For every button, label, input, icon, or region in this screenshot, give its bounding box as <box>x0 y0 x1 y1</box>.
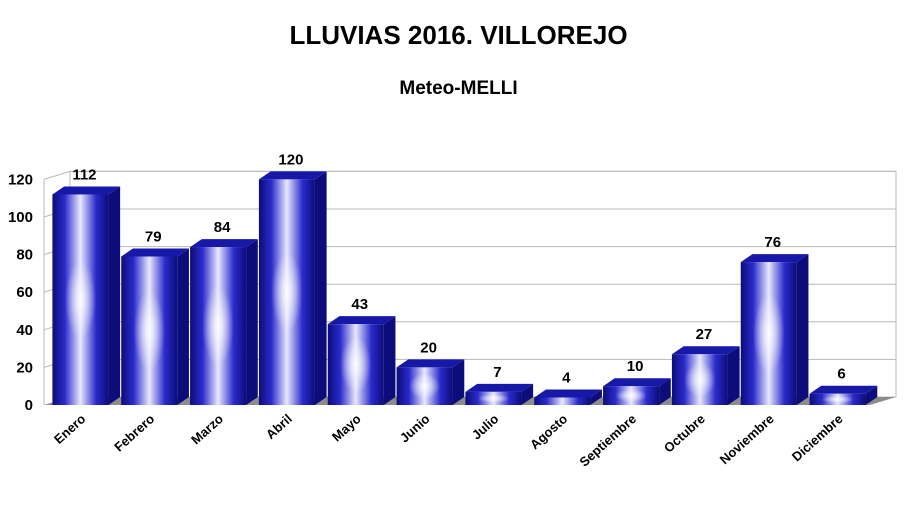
bar-side <box>452 359 465 405</box>
bar-side <box>521 383 534 405</box>
bar-highlight <box>684 361 716 398</box>
bar <box>52 186 121 405</box>
bar-side <box>727 346 740 405</box>
bar <box>465 383 534 405</box>
x-tick-label: Mayo <box>329 411 364 444</box>
y-tick-label: 100 <box>8 209 33 226</box>
bar <box>327 316 396 405</box>
bar-highlight <box>202 286 234 367</box>
bar-side <box>383 316 396 405</box>
x-tick-label: Diciembre <box>789 411 846 464</box>
bar-side <box>108 186 121 405</box>
bar-side <box>177 248 189 405</box>
x-tick-label: Enero <box>51 411 88 447</box>
y-tick-label: 40 <box>16 322 33 339</box>
bar-top <box>671 346 740 355</box>
data-label: 112 <box>72 166 96 183</box>
bar-top <box>465 383 534 392</box>
data-label: 76 <box>764 234 781 251</box>
bar-highlight <box>64 259 97 340</box>
x-tick-label: Marzo <box>188 411 226 447</box>
bar-highlight <box>340 336 372 393</box>
bar-highlight <box>753 293 785 374</box>
bar-top <box>190 239 258 248</box>
bar <box>258 171 327 405</box>
data-label: 27 <box>696 326 713 343</box>
x-tick-label: Noviembre <box>717 411 777 467</box>
data-label: 10 <box>627 358 644 375</box>
bar <box>603 378 671 405</box>
bar-highlight <box>615 389 647 403</box>
chart-title: LLUVIAS 2016. VILLOREJO <box>289 20 628 50</box>
bar <box>121 248 189 405</box>
bar <box>809 385 878 405</box>
data-label: 7 <box>493 364 501 381</box>
bar-side <box>659 378 671 405</box>
bar-highlight <box>271 252 303 333</box>
bar-top <box>258 171 327 180</box>
bar <box>534 389 602 405</box>
x-tick-label: Abril <box>263 411 295 442</box>
bar-side <box>590 389 602 405</box>
bar <box>671 346 740 405</box>
bar-top <box>603 378 671 387</box>
bar-side <box>865 385 878 405</box>
bar <box>396 359 465 405</box>
x-tick-label: Julio <box>469 411 502 442</box>
chart-subtitle: Meteo-MELLI <box>399 78 518 99</box>
bar-top <box>396 359 465 368</box>
data-label: 120 <box>278 151 303 168</box>
bar <box>190 239 258 405</box>
bar-highlight <box>821 395 854 404</box>
gridline-diag <box>43 170 71 180</box>
bar-top <box>121 248 189 257</box>
bar-top <box>534 389 602 398</box>
bar-side <box>796 254 809 405</box>
bar-highlight <box>133 290 165 371</box>
y-tick-label: 0 <box>25 397 33 414</box>
y-tick-label: 80 <box>16 247 33 264</box>
data-label: 20 <box>420 339 437 356</box>
data-label: 4 <box>562 369 571 386</box>
bar-top <box>809 385 878 394</box>
y-axis: 0 20 40 60 80 100 120 <box>8 171 45 414</box>
y-tick-label: 60 <box>16 284 33 301</box>
bar-top <box>740 254 809 263</box>
x-tick-label: Agosto <box>527 411 570 452</box>
x-tick-label: Septiembre <box>576 411 639 470</box>
bar-highlight <box>477 393 510 404</box>
bar <box>740 254 809 405</box>
bar-side <box>246 239 258 405</box>
data-label: 43 <box>351 296 368 313</box>
data-label: 6 <box>837 366 845 383</box>
x-axis: Enero Febrero Marzo Abril Mayo Junio Julio Agos… <box>51 411 846 470</box>
x-tick-label: Junio <box>397 411 433 445</box>
y-tick-label: 20 <box>16 359 33 376</box>
bar-top <box>52 186 121 195</box>
bar-side <box>314 171 327 405</box>
bar-highlight <box>408 373 441 400</box>
data-label: 84 <box>214 219 231 236</box>
bar-top <box>327 316 396 325</box>
data-label: 79 <box>145 228 162 245</box>
bar-front <box>534 397 591 405</box>
x-tick-label: Febrero <box>111 411 157 455</box>
x-tick-label: Octubre <box>661 411 708 455</box>
bar-layer: 112 79 84 120 43 20 7 4 10 27 76 6 <box>52 151 878 405</box>
y-tick-label: 120 <box>8 171 33 188</box>
